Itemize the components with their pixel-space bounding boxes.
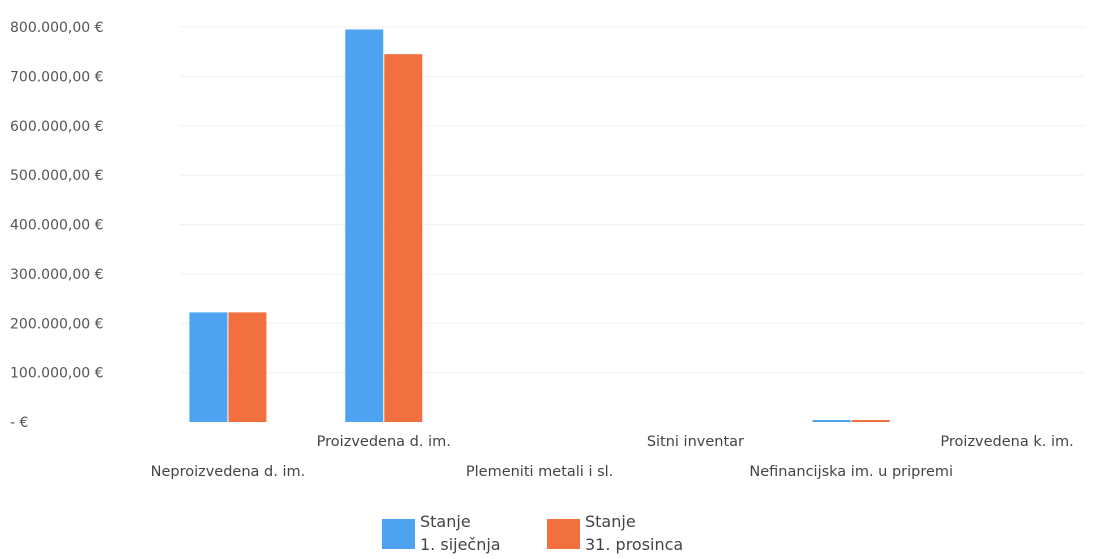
y-tick-label: 700.000,00 €	[10, 69, 104, 85]
y-tick-label: 500.000,00 €	[10, 168, 104, 184]
y-tick-label: 800.000,00 €	[10, 20, 104, 36]
bar-end-4	[851, 420, 890, 422]
gridlines	[180, 26, 1085, 374]
bar-start-0	[189, 312, 228, 422]
y-axis: - € 100.000,00 € 200.000,00 € 300.000,00 € 4…	[10, 20, 104, 431]
x-tick-label: Nefinancijska im. u pripremi	[749, 464, 953, 480]
bar-start-4	[812, 420, 851, 422]
x-tick-label: Neproizvedena d. im.	[151, 464, 306, 480]
legend-label: 31. prosinca	[585, 535, 683, 554]
legend: Stanje 1. siječnja Stanje 31. prosinca	[382, 512, 683, 554]
y-tick-label: 400.000,00 €	[10, 218, 104, 234]
y-tick-label: - €	[10, 415, 28, 431]
x-tick-label: Sitni inventar	[647, 434, 744, 450]
legend-swatch	[547, 519, 580, 549]
x-tick-label: Proizvedena k. im.	[940, 434, 1073, 450]
legend-label: Stanje	[585, 512, 636, 531]
y-tick-label: 100.000,00 €	[10, 366, 104, 382]
y-tick-label: 600.000,00 €	[10, 119, 104, 135]
x-axis: Neproizvedena d. im. Proizvedena d. im. Pl…	[151, 434, 1074, 480]
y-tick-label: 200.000,00 €	[10, 316, 104, 332]
x-tick-label: Proizvedena d. im.	[317, 434, 451, 450]
legend-label: 1. siječnja	[420, 535, 501, 554]
legend-swatch	[382, 519, 415, 549]
y-tick-label: 300.000,00 €	[10, 267, 104, 283]
legend-label: Stanje	[420, 512, 471, 531]
bars	[189, 29, 890, 422]
bar-end-1	[384, 54, 423, 422]
bar-start-1	[345, 29, 384, 422]
x-tick-label: Plemeniti metali i sl.	[466, 464, 613, 480]
bar-end-0	[228, 312, 267, 422]
